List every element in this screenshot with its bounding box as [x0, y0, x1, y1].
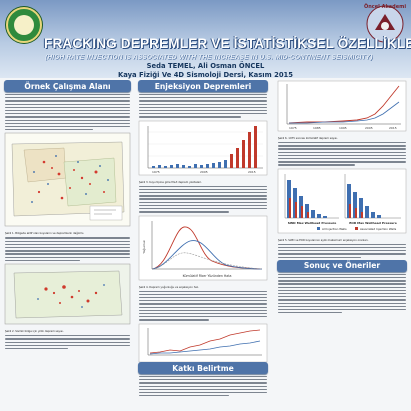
svg-text:Kümülatif Fiber Yüzünden Hata: Kümülatif Fiber Yüzünden Hata [183, 274, 232, 278]
university-logo [6, 7, 42, 43]
svg-text:Yoğunluk: Yoğunluk [142, 240, 146, 254]
figure-5-caption: Şekil 5. SWD ve EOR kuyularının aylık ma… [278, 238, 369, 242]
seismicity-map-2 [4, 263, 131, 325]
svg-text:SWD Max Wellhead Pressure: SWD Max Wellhead Pressure [288, 221, 337, 225]
figure-5-text [278, 243, 406, 258]
affiliation: Kaya Fiziği Ve 4D Sismoloji Dersi, Kasım… [117, 71, 294, 79]
column-right-text [278, 142, 406, 166]
svg-text:1975: 1975 [289, 126, 297, 130]
svg-text:1985: 1985 [313, 126, 321, 130]
svg-text:Associated Injection Wells: Associated Injection Wells [360, 227, 397, 231]
column-left-footer-text [5, 335, 130, 350]
section-contribution-banner: Katkı Belirtme [138, 362, 268, 374]
svg-text:1975: 1975 [152, 170, 160, 174]
poster-header: Öncel Akademi FRACKING DEPREMLER VE İSTA… [0, 0, 411, 79]
figure-6-caption: Şekil 6. 1975 sonrası kümülatif deprem s… [278, 137, 338, 140]
contribution-section: Katkı Belirtme [138, 362, 268, 398]
intro-text [5, 94, 130, 131]
section-injection-banner: Enjeksiyon Depremleri [138, 80, 268, 92]
svg-text:2015: 2015 [248, 170, 256, 174]
poster-title: FRACKING DEPREMLER VE İSTATİSTİKSEL ÖZEL… [44, 36, 411, 51]
oncel-akademi-logo: Öncel Akademi [364, 3, 406, 43]
svg-text:2005: 2005 [365, 126, 373, 130]
map-description-text [5, 237, 130, 262]
authors: Seda TEMEL, Ali Osman ÖNCEL [146, 62, 265, 70]
kde-density-plot: Kümülatif Fiber Yüzünden Hata Yoğunluk [138, 215, 268, 280]
svg-text:All Injection Wells: All Injection Wells [322, 227, 347, 231]
section-intro-banner: Örnek Çalışma Alanı [4, 80, 131, 92]
figure-1-caption: Şekil 1. Bölgede aktif olan kuyuların ve… [5, 232, 85, 236]
injection-text-3 [139, 290, 267, 321]
column-right: 1975 1985 1995 2005 2015 Şekil 6. 1975 s… [277, 80, 407, 315]
svg-text:Öncel Akademi: Öncel Akademi [364, 3, 406, 10]
figure-3-caption: Şekil 3. Kuyu tipine göre M≥3 deprem yüz… [139, 180, 202, 184]
figure-4-caption: Şekil 4. Deprem yoğunluğu ve enjeksiyon … [139, 285, 199, 289]
column-middle: Enjeksiyon Depremleri 1975 2005 2015 Şek… [138, 80, 268, 367]
injection-text-2 [139, 185, 267, 213]
injection-text [139, 94, 267, 118]
poster-subtitle: (HIGH RATE INJECTION IS ASSOCIATED WITH … [45, 54, 373, 61]
svg-text:1995: 1995 [339, 126, 347, 130]
column-left: Örnek Çalışma Alanı Şekil 1. Bölgede akt… [4, 80, 131, 351]
study-area-map [4, 133, 131, 227]
wellhead-pressure-bar-charts: SWD Max Wellhead Pressure EOR Max Wellhe… [277, 168, 407, 233]
svg-text:2015: 2015 [389, 126, 397, 130]
annual-earthquake-bar-chart: 1975 2005 2015 [138, 120, 268, 175]
section-conclusion-banner: Sonuç ve Öneriler [277, 259, 407, 272]
figure-2-caption: Şekil 2. Sismik bölge için yıllık deprem… [5, 330, 64, 334]
conclusion-text [278, 273, 406, 314]
injection-rate-chart [138, 323, 268, 362]
cumulative-earthquake-chart: 1975 1985 1995 2005 2015 [277, 80, 407, 132]
svg-text:2005: 2005 [200, 170, 208, 174]
svg-text:EOR Max Wellhead Pressure: EOR Max Wellhead Pressure [349, 221, 397, 225]
contribution-text [139, 376, 267, 397]
